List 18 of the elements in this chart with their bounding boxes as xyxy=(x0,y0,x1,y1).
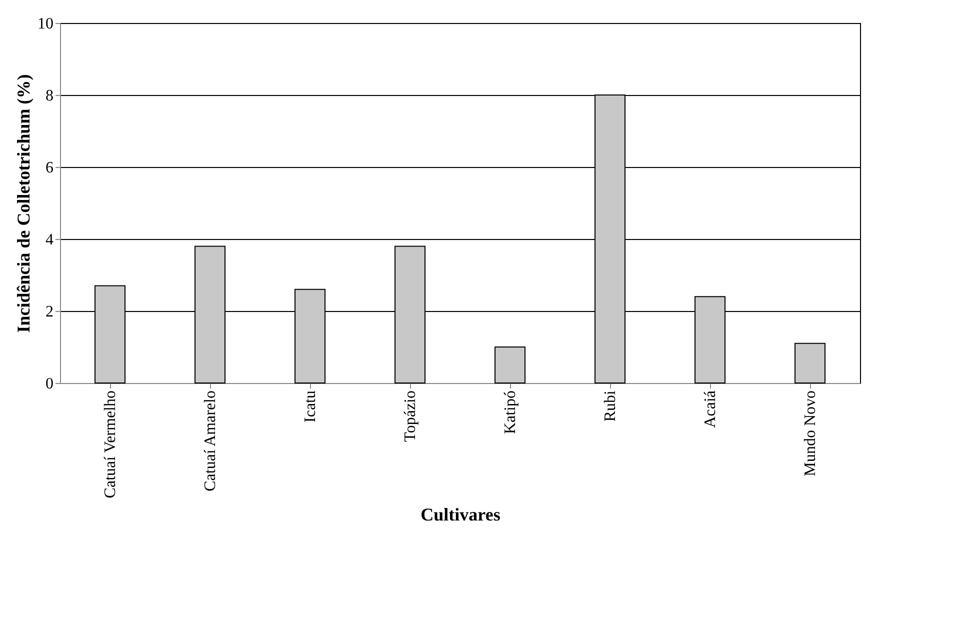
y-tick-label: 6 xyxy=(46,160,54,176)
x-tick-label: Rubi xyxy=(602,390,619,422)
y-tick-label: 8 xyxy=(46,88,54,104)
y-tick-label: 4 xyxy=(46,232,54,248)
y-tick-label: 0 xyxy=(46,376,54,392)
x-tick-label: Icatu xyxy=(302,390,319,422)
y-axis-title: Incidência de Colletotrichum (%) xyxy=(14,74,34,333)
x-tick-label: Topázio xyxy=(402,390,419,442)
x-tick-label: Catuaí Vermelho xyxy=(102,390,119,498)
y-tick-label: 2 xyxy=(46,304,54,320)
x-axis-title: Cultivares xyxy=(420,504,500,524)
x-tick-label: Mundo Novo xyxy=(802,390,819,476)
x-tick-label: Acaiá xyxy=(702,390,719,428)
y-tick-label: 10 xyxy=(38,16,54,32)
x-tick-label: Catuaí Amarelo xyxy=(202,390,219,492)
bar xyxy=(494,346,526,384)
x-tick-label: Katipó xyxy=(502,390,519,434)
bar xyxy=(794,342,826,384)
